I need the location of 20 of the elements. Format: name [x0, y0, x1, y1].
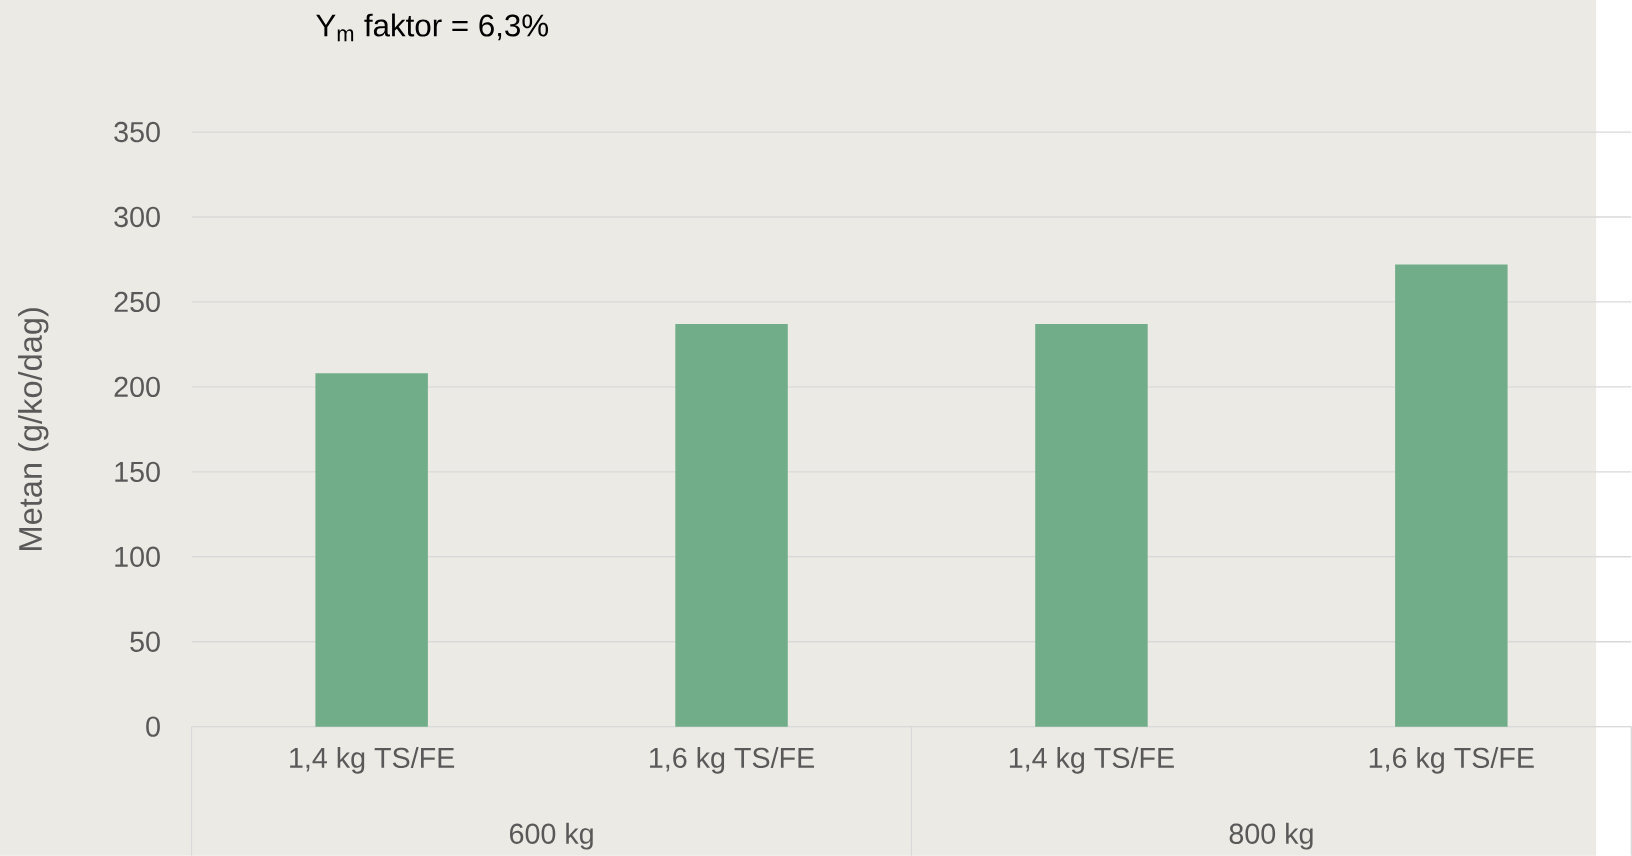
- x-tick-label: 1,4 kg TS/FE: [1009, 746, 1174, 774]
- y-tick-label: 150: [115, 461, 160, 482]
- y-tick-label: 0: [146, 716, 160, 737]
- y-axis-title: Metan (g/ko/dag): [18, 308, 49, 550]
- y-tick-label: 350: [114, 121, 160, 142]
- y-tick-label: 200: [114, 376, 160, 397]
- bar: [1395, 264, 1508, 727]
- y-tick-label: 250: [114, 291, 160, 312]
- bar: [315, 373, 428, 727]
- x-tick-label: 1,6 kg TS/FE: [1369, 746, 1534, 774]
- bar: [675, 323, 788, 727]
- x-tick-label: 1,4 kg TS/FE: [290, 746, 455, 774]
- y-tick-label: 50: [130, 631, 160, 652]
- chart-title: Y$_{m}$ faktor = 6,3%: [316, 13, 549, 41]
- text: 600 kg: [510, 822, 593, 850]
- text: 800 kg: [1229, 822, 1313, 850]
- y-tick-label: 300: [114, 206, 160, 227]
- bar: [1035, 323, 1148, 727]
- y-tick-label: 100: [115, 546, 160, 567]
- x-tick-label: 1,6 kg TS/FE: [650, 746, 815, 774]
